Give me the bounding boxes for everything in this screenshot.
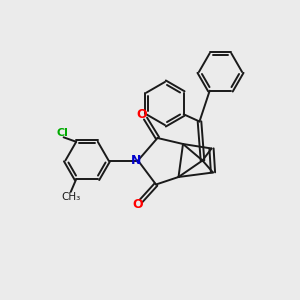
Text: O: O [136, 108, 147, 122]
Text: N: N [131, 154, 142, 167]
Text: Cl: Cl [56, 128, 68, 138]
Text: CH₃: CH₃ [61, 192, 80, 202]
Text: O: O [132, 197, 143, 211]
